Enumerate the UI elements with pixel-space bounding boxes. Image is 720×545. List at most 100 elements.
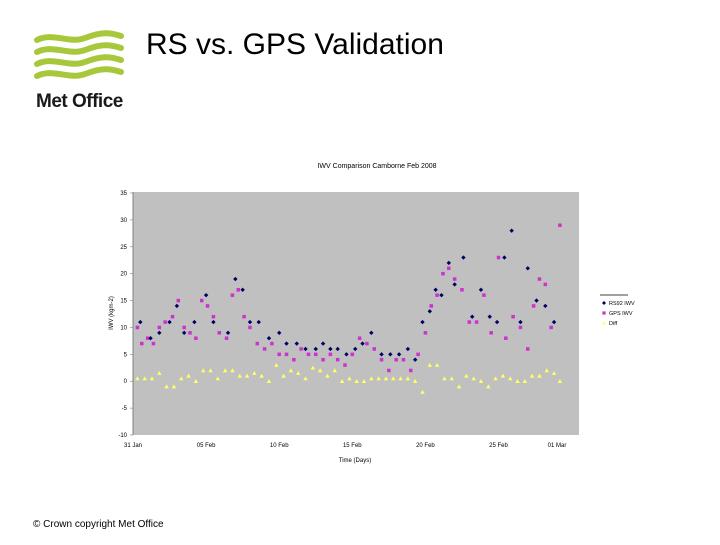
diff-point: [347, 376, 352, 381]
gps-point: [151, 341, 156, 346]
rs92-point: [233, 276, 238, 282]
rs92-point: [452, 282, 457, 287]
y-tick-label: 20: [120, 272, 127, 278]
diff-point: [171, 384, 177, 389]
rs92-point: [266, 336, 272, 341]
x-tick-label: 15 Feb: [343, 443, 362, 449]
rs92-point: [192, 319, 197, 325]
diff-point: [252, 370, 257, 375]
diff-point: [179, 376, 184, 381]
legend-label: RS92 IWV: [609, 301, 635, 307]
diff-point: [157, 370, 162, 375]
gps-point: [543, 282, 548, 287]
gps-point: [423, 331, 428, 335]
gps-point: [328, 352, 333, 357]
rs92-point: [335, 346, 340, 352]
gps-point: [489, 331, 493, 335]
gps-point: [558, 223, 562, 228]
rs92-point: [247, 319, 253, 325]
rs92-point: [225, 330, 231, 336]
diff-point: [412, 379, 418, 383]
rs92-point: [203, 292, 209, 298]
rs92-point: [369, 330, 374, 336]
diff-point: [332, 368, 337, 373]
rs92-point: [138, 319, 143, 325]
diff-point: [376, 376, 381, 381]
rs92-point: [320, 341, 326, 346]
gps-point: [343, 363, 347, 367]
gps-point: [518, 325, 523, 330]
rs92-point: [211, 319, 216, 325]
diff-point: [420, 389, 425, 394]
gps-point: [284, 352, 289, 357]
y-tick-label: -5: [122, 406, 128, 412]
legend-label: GPS IWV: [609, 311, 633, 317]
gps-point: [387, 368, 391, 373]
diff-point: [244, 373, 250, 378]
gps-point: [230, 293, 235, 297]
diff-point: [383, 376, 389, 381]
gps-point: [140, 341, 144, 346]
y-tick-label: 0: [124, 379, 128, 385]
diff-point: [602, 321, 606, 325]
y-tick-label: 30: [120, 218, 127, 224]
rs92-point: [181, 330, 187, 336]
rs92-point: [240, 287, 245, 292]
gps-point: [365, 341, 369, 346]
rs92-point: [502, 255, 507, 260]
gps-point: [409, 368, 413, 373]
rs92-point: [602, 301, 606, 305]
gps-point: [350, 352, 355, 357]
rs92-point: [396, 352, 402, 357]
gps-point: [157, 325, 162, 330]
x-tick-label: 01 Mar: [548, 443, 567, 449]
diff-point: [515, 379, 520, 383]
y-tick-label: 10: [120, 325, 127, 331]
gps-point: [194, 336, 198, 340]
gps-point: [372, 347, 377, 351]
diff-point: [434, 362, 440, 367]
x-tick-label: 25 Feb: [489, 443, 508, 449]
rs92-point: [167, 319, 172, 325]
x-axis-label: Time (Days): [339, 458, 371, 464]
gps-point: [236, 288, 241, 292]
diff-point: [456, 384, 462, 389]
diff-point: [529, 373, 535, 378]
diff-point: [369, 376, 374, 381]
rs92-point: [412, 357, 418, 362]
rs92-point: [353, 346, 358, 352]
gps-point: [435, 293, 439, 297]
rs92-point: [420, 319, 425, 325]
gps-point: [429, 304, 434, 308]
x-tick-label: 10 Feb: [270, 443, 289, 449]
met-office-waves-icon: [34, 30, 124, 79]
gps-point: [416, 352, 420, 357]
y-tick-label: 35: [120, 191, 127, 197]
gps-point: [401, 357, 406, 362]
diff-point: [339, 379, 345, 383]
rs92-point: [543, 303, 548, 309]
gps-point: [537, 277, 542, 281]
gps-point: [482, 293, 486, 297]
gps-point: [224, 336, 229, 340]
diff-point: [142, 376, 147, 381]
gps-point: [262, 347, 267, 351]
gps-point: [163, 320, 167, 324]
gps-point: [335, 357, 340, 362]
diff-point: [449, 376, 454, 381]
gps-point: [242, 314, 246, 319]
diff-point: [442, 376, 447, 381]
diff-point: [186, 373, 191, 378]
gps-point: [379, 357, 384, 362]
x-tick-label: 05 Feb: [197, 443, 216, 449]
gps-point: [441, 271, 445, 276]
gps-point: [460, 288, 464, 292]
diff-point: [478, 379, 484, 383]
x-tick-label: 31 Jan: [124, 443, 142, 449]
rs92-point: [518, 319, 523, 325]
rs92-point: [303, 346, 308, 352]
gps-point: [205, 304, 210, 308]
y-axis-label: IWV (kgm-2): [109, 296, 115, 330]
